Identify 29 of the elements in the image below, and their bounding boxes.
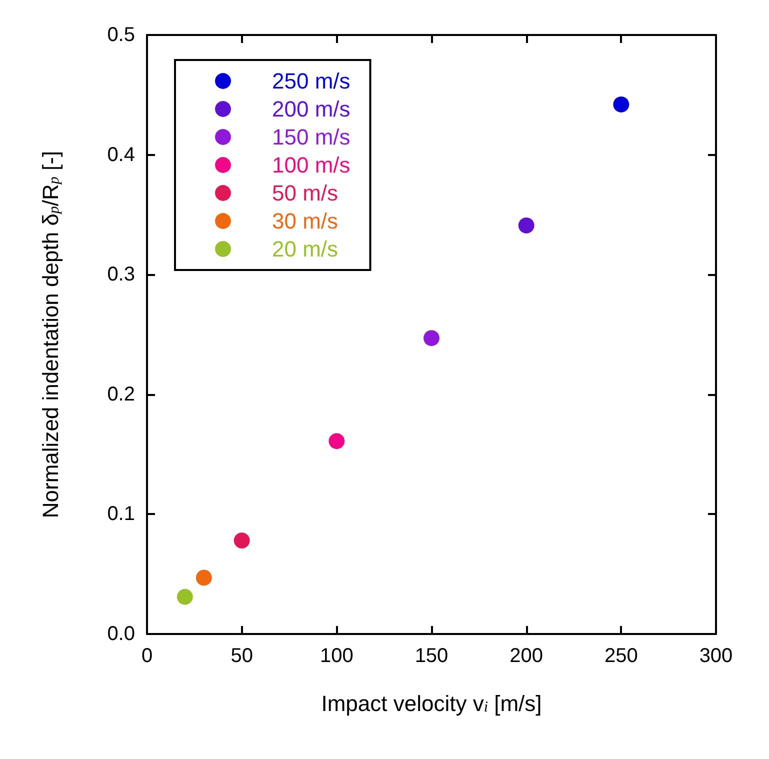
legend-label: 150 m/s (272, 124, 350, 150)
x-axis-title: Impact velocity vi [m/s] (321, 691, 542, 716)
x-tick-label: 300 (699, 645, 733, 667)
legend-label: 250 m/s (272, 68, 350, 94)
legend-label: 30 m/s (272, 208, 338, 234)
y-axis-title: Normalized indentation depth δp/Rp [-] (38, 150, 63, 518)
x-tick-label: 200 (510, 645, 544, 667)
y-tick-label: 0.1 (107, 503, 135, 526)
point (518, 217, 534, 234)
point (328, 433, 345, 450)
x-tick-label: 0 (141, 645, 153, 667)
y-tick-label: 0.0 (107, 623, 135, 645)
legend-label: 100 m/s (272, 152, 350, 178)
x-tick-label: 250 (604, 645, 638, 667)
y-tick-label: 0.3 (107, 264, 135, 286)
legend-label: 50 m/s (272, 180, 338, 206)
y-tick-label: 0.2 (107, 383, 135, 406)
x-tick-label: 150 (414, 645, 448, 667)
y-tick-label: 0.4 (107, 144, 135, 166)
point (196, 570, 212, 586)
y-tick-label: 0.5 (107, 24, 135, 46)
x-tick-label: 50 (230, 645, 253, 667)
point (234, 532, 250, 549)
legend-label: 200 m/s (272, 96, 350, 122)
point (176, 588, 193, 605)
legend-label: 20 m/s (272, 236, 338, 262)
point (613, 96, 630, 112)
point (424, 330, 440, 346)
x-tick-label: 100 (320, 645, 354, 667)
